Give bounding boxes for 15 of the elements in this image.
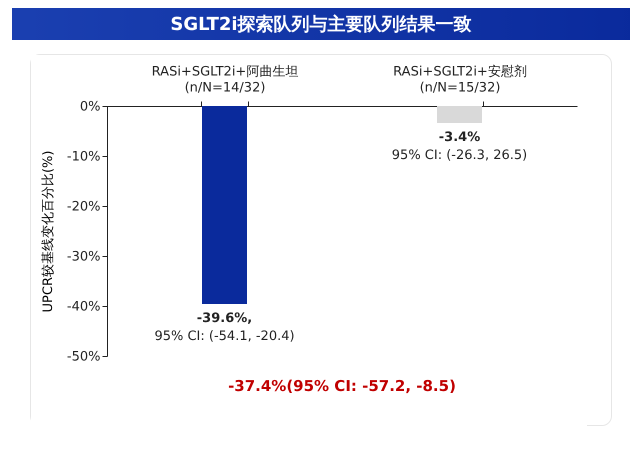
x-tick-label: RASi+SGLT2i+阿曲生坦 (n/N=14/32) xyxy=(152,64,298,96)
annotation: 95% CI: (-54.1, -20.4) xyxy=(154,329,295,344)
y-tick-label: -10% xyxy=(66,150,100,164)
x-tick-label: RASi+SGLT2i+安慰剂 (n/N=15/32) xyxy=(393,64,527,96)
y-tick-label: 0% xyxy=(80,100,100,114)
data-label: -3.4% xyxy=(438,130,480,145)
data-label: -39.6%, xyxy=(196,311,252,326)
y-tick-label: -30% xyxy=(66,250,100,264)
text: -37.4%(95% CI: -57.2, -8.5) xyxy=(228,377,456,395)
y-tick-label: -50% xyxy=(66,350,100,364)
annotation: 95% CI: (-26.3, 26.5) xyxy=(392,148,528,163)
chart-title: SGLT2i探索队列与主要队列结果一致 xyxy=(12,8,630,40)
y-tick-label: -20% xyxy=(66,200,100,214)
y-axis-title: UPCR较基线变化百分比(%) xyxy=(40,150,56,312)
y-tick-label: -40% xyxy=(66,300,100,314)
